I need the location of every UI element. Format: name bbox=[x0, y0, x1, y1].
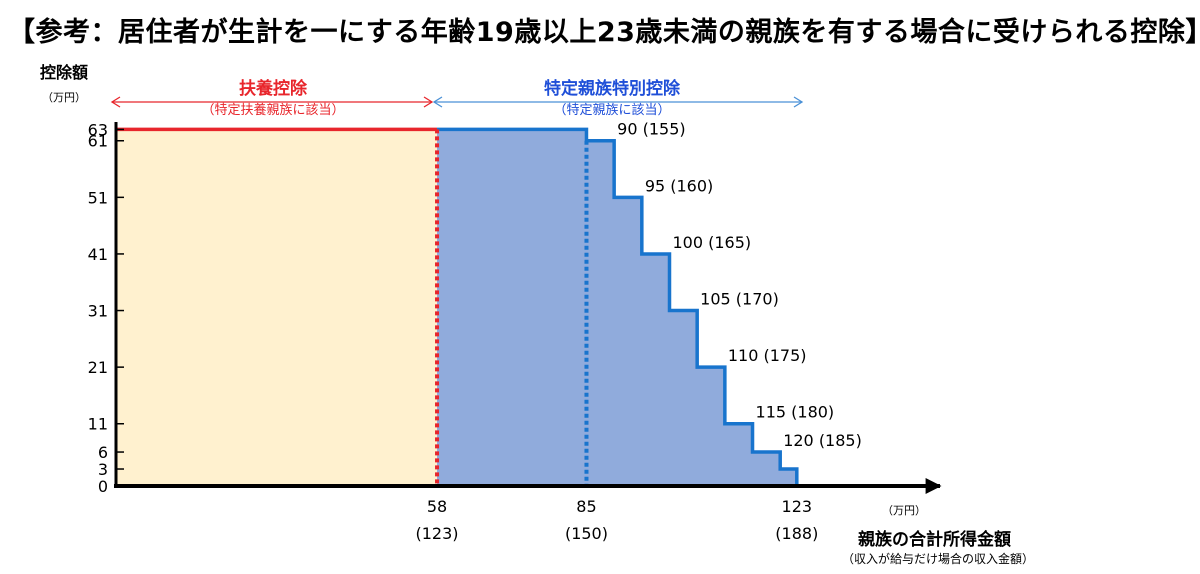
y-tick-label: 61 bbox=[88, 132, 108, 151]
y-tick-label: 51 bbox=[88, 188, 108, 207]
x-tick-sublabel: (123) bbox=[416, 524, 459, 543]
x-axis-label: 親族の合計所得金額 bbox=[858, 529, 1011, 550]
fuyo-area bbox=[116, 129, 438, 487]
tokutei-area bbox=[437, 129, 836, 487]
step-annotation: 105 (170) bbox=[700, 290, 779, 309]
x-tick-label: 85 bbox=[576, 497, 596, 516]
x-tick-sublabel: (188) bbox=[775, 524, 818, 543]
x-axis-unit: （万円） bbox=[882, 504, 926, 517]
x-tick-sublabel: (150) bbox=[565, 524, 608, 543]
region-sublabel-tokutei: （特定親族に該当） bbox=[553, 102, 670, 118]
step-annotation: 115 (180) bbox=[756, 403, 835, 422]
fuyo-range-arrow-head-left bbox=[110, 96, 121, 108]
x-axis-sublabel: （収入が給与だけ場合の収入金額） bbox=[842, 551, 1034, 566]
tokutei-range-arrow-head-right bbox=[793, 96, 804, 108]
tokutei-range-arrow-head-left bbox=[432, 96, 443, 108]
step-annotation: 110 (175) bbox=[728, 346, 807, 365]
x-tick-label: 58 bbox=[427, 497, 447, 516]
region-sublabel-fuyo: （特定扶養親族に該当） bbox=[201, 102, 344, 118]
y-tick-label: 0 bbox=[98, 477, 108, 496]
y-tick-label: 31 bbox=[88, 302, 108, 321]
step-annotation: 100 (165) bbox=[673, 233, 752, 252]
step-annotation: 95 (160) bbox=[645, 176, 713, 195]
step-annotation: 90 (155) bbox=[617, 120, 685, 139]
y-tick-label: 11 bbox=[88, 415, 108, 434]
region-label-fuyo: 扶養控除 bbox=[239, 78, 308, 99]
fuyo-range-arrow-head-right bbox=[423, 96, 434, 108]
y-axis-unit: （万円） bbox=[42, 91, 86, 104]
tokutei-step-line bbox=[437, 127, 836, 488]
region-label-tokutei: 特定親族特別控除 bbox=[544, 78, 681, 99]
y-tick-label: 63 bbox=[88, 120, 108, 139]
page-title: 【参考：居住者が生計を一にする年齢19歳以上23歳未満の親族を有する場合に受けら… bbox=[8, 17, 1200, 48]
y-axis-label: 控除額 bbox=[40, 63, 88, 82]
step-annotation: 120 (185) bbox=[783, 431, 862, 450]
y-tick-label: 21 bbox=[88, 358, 108, 377]
y-tick-label: 41 bbox=[88, 245, 108, 264]
y-tick-label: 6 bbox=[98, 443, 108, 462]
x-tick-label: 123 bbox=[782, 497, 813, 516]
y-tick-label: 3 bbox=[98, 460, 108, 479]
